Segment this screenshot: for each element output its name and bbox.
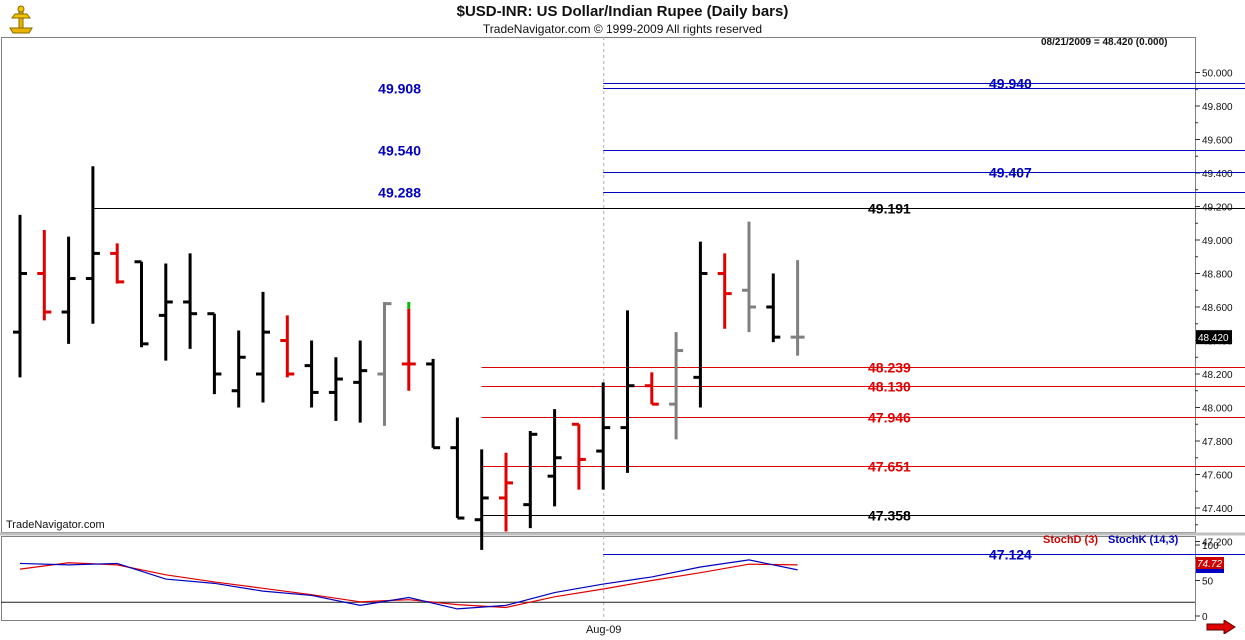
ohlc-bar: [280, 315, 295, 378]
price-level-label: 47.651: [868, 459, 911, 475]
scroll-right-arrow-icon[interactable]: [1206, 619, 1236, 639]
price-level-label: 48.130: [868, 379, 911, 395]
price-panel-frame: [1, 37, 1196, 533]
y-tick-label: 49.400: [1202, 169, 1233, 180]
stoch-last-badge: [1196, 557, 1224, 569]
ohlc-bar: [401, 308, 416, 391]
stoch-series-line: [19, 562, 798, 609]
ohlc-bar: [790, 260, 805, 356]
legend-stoch-d: StochD (3): [1043, 534, 1098, 546]
status-readout: 08/21/2009 = 48.420 (0.000): [1041, 37, 1168, 48]
price-level-label: 47.358: [868, 508, 911, 524]
last-price-label: 48.420: [1198, 333, 1229, 344]
stoch-last-label: 74.72: [1197, 559, 1222, 570]
ohlc-bar: [717, 253, 732, 329]
y-tick-label: 50.000: [1202, 69, 1233, 80]
ohlc-bar: [37, 229, 52, 321]
y-tick-label: 47.400: [1202, 504, 1233, 515]
y-tick-label: 47.800: [1202, 437, 1233, 448]
y-tick-label: 48.600: [1202, 303, 1233, 314]
stoch-y-tick-label: 50: [1202, 577, 1214, 588]
ohlc-bar: [183, 253, 198, 349]
ohlc-bar: [596, 382, 611, 490]
ohlc-bar: [207, 312, 222, 395]
ohlc-bar: [766, 273, 781, 343]
ohlc-bar: [474, 449, 489, 550]
y-tick-label: 48.000: [1202, 404, 1233, 415]
price-level-label: 49.407: [989, 165, 1032, 181]
y-tick-label: 47.200: [1202, 538, 1233, 549]
x-tick-label: Aug-09: [586, 624, 621, 636]
ohlc-bar: [85, 166, 100, 324]
ohlc-bar: [450, 417, 465, 520]
price-level-label: 49.940: [989, 76, 1032, 92]
last-price-badge: [1196, 330, 1232, 345]
price-level-label: 49.191: [868, 201, 911, 217]
ohlc-bar: [377, 301, 392, 426]
price-level-label: 47.946: [868, 410, 911, 426]
ohlc-bar: [353, 340, 368, 423]
y-tick-label: 49.600: [1202, 136, 1233, 147]
ohlc-bar: [134, 260, 149, 348]
stoch-series-line: [19, 559, 798, 610]
y-tick-label: 47.600: [1202, 471, 1233, 482]
ohlc-bar: [13, 214, 27, 378]
ohlc-bar: [693, 241, 708, 408]
y-tick-label: 48.800: [1202, 270, 1233, 281]
chart-subtitle: TradeNavigator.com © 1999-2009 All right…: [482, 22, 763, 36]
price-level-label: 49.908: [378, 81, 421, 97]
y-tick-label: 49.800: [1202, 102, 1233, 113]
ohlc-bar: [231, 330, 246, 408]
ohlc-bar: [644, 372, 659, 406]
ohlc-bar: [669, 332, 684, 440]
price-level-label: 49.288: [378, 185, 421, 201]
ohlc-bar: [304, 340, 319, 408]
legend-stoch-k: StochK (14,3): [1108, 534, 1179, 546]
stoch-k-badge: [1196, 569, 1224, 573]
y-tick-label: 49.000: [1202, 236, 1233, 247]
ohlc-bar: [499, 452, 513, 532]
price-level-label: 47.124: [989, 547, 1032, 563]
price-level-label: 49.540: [378, 143, 421, 159]
stoch-y-tick-label: 0: [1202, 612, 1208, 623]
ohlc-bar: [523, 430, 538, 529]
stoch-panel-frame: [1, 536, 1196, 621]
ohlc-bar: [742, 221, 756, 333]
ohlc-bar: [110, 243, 125, 284]
y-tick-label: 48.200: [1202, 370, 1233, 381]
ohlc-bar: [571, 422, 586, 490]
ohlc-bar: [256, 291, 270, 403]
chart-title: $USD-INR: US Dollar/Indian Rupee (Daily …: [456, 3, 789, 20]
price-level-label: 48.239: [868, 360, 911, 376]
ohlc-bar: [620, 310, 635, 473]
ohlc-bar: [61, 236, 76, 344]
trade-navigator-logo-icon: [4, 4, 38, 36]
ohlc-bar: [547, 409, 562, 507]
ohlc-bar: [158, 263, 173, 361]
watermark: TradeNavigator.com: [6, 519, 105, 531]
stoch-y-tick-label: 100: [1202, 541, 1219, 552]
ohlc-bar: [328, 357, 343, 421]
ohlc-bar: [426, 358, 441, 450]
